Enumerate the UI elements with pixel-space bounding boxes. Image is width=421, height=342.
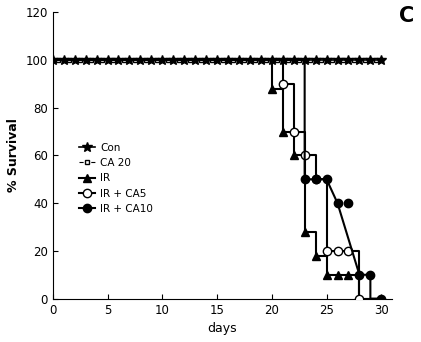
Con xyxy=(50,58,55,62)
IR xyxy=(313,254,318,258)
IR + CA5 xyxy=(357,297,362,301)
IR + CA5 xyxy=(313,177,318,181)
IR xyxy=(324,273,329,277)
Con xyxy=(72,58,77,62)
CA 20 xyxy=(335,58,340,62)
Con xyxy=(302,58,307,62)
IR xyxy=(302,230,307,234)
Con xyxy=(138,58,143,62)
Con xyxy=(248,58,253,62)
Con xyxy=(192,58,197,62)
Con xyxy=(258,58,264,62)
IR + CA10 xyxy=(379,297,384,301)
Con xyxy=(226,58,231,62)
Con xyxy=(203,58,208,62)
CA 20 xyxy=(165,58,170,62)
Con xyxy=(313,58,318,62)
CA 20 xyxy=(127,58,132,62)
Text: C: C xyxy=(399,6,414,26)
Con xyxy=(105,58,110,62)
X-axis label: days: days xyxy=(208,322,237,335)
IR + CA10 xyxy=(313,177,318,181)
Con xyxy=(324,58,329,62)
Con xyxy=(149,58,154,62)
CA 20 xyxy=(116,58,121,62)
IR + CA5 xyxy=(335,249,340,253)
IR + CA5 xyxy=(324,249,329,253)
Con xyxy=(269,58,274,62)
Con xyxy=(368,58,373,62)
Con xyxy=(379,58,384,62)
Con xyxy=(171,58,176,62)
IR xyxy=(269,87,274,91)
IR xyxy=(291,153,296,157)
Legend: Con, CA 20, IR, IR + CA5, IR + CA10: Con, CA 20, IR, IR + CA5, IR + CA10 xyxy=(75,139,157,218)
IR xyxy=(335,273,340,277)
Con xyxy=(346,58,351,62)
Con xyxy=(116,58,121,62)
Con xyxy=(127,58,132,62)
Con xyxy=(160,58,165,62)
CA 20 xyxy=(248,58,253,62)
Con xyxy=(335,58,340,62)
Line: CA 20: CA 20 xyxy=(50,57,384,62)
Y-axis label: % Survival: % Survival xyxy=(7,118,20,192)
IR + CA10 xyxy=(346,201,351,205)
Con xyxy=(357,58,362,62)
CA 20 xyxy=(379,58,384,62)
Line: IR + CA5: IR + CA5 xyxy=(279,80,364,303)
Con xyxy=(94,58,99,62)
IR + CA10 xyxy=(302,177,307,181)
IR + CA10 xyxy=(335,201,340,205)
Con xyxy=(280,58,285,62)
IR + CA5 xyxy=(291,130,296,134)
Line: IR: IR xyxy=(268,84,364,303)
IR + CA5 xyxy=(302,153,307,157)
Con xyxy=(61,58,66,62)
IR xyxy=(280,130,285,134)
Line: IR + CA10: IR + CA10 xyxy=(301,175,386,303)
CA 20 xyxy=(50,58,55,62)
IR xyxy=(346,273,351,277)
Line: Con: Con xyxy=(48,55,386,65)
IR + CA5 xyxy=(346,249,351,253)
IR + CA5 xyxy=(280,82,285,86)
CA 20 xyxy=(226,58,231,62)
Con xyxy=(215,58,220,62)
Con xyxy=(83,58,88,62)
Con xyxy=(291,58,296,62)
IR + CA10 xyxy=(324,177,329,181)
IR + CA10 xyxy=(368,273,373,277)
Con xyxy=(237,58,242,62)
IR xyxy=(357,297,362,301)
Con xyxy=(181,58,187,62)
IR + CA10 xyxy=(357,273,362,277)
